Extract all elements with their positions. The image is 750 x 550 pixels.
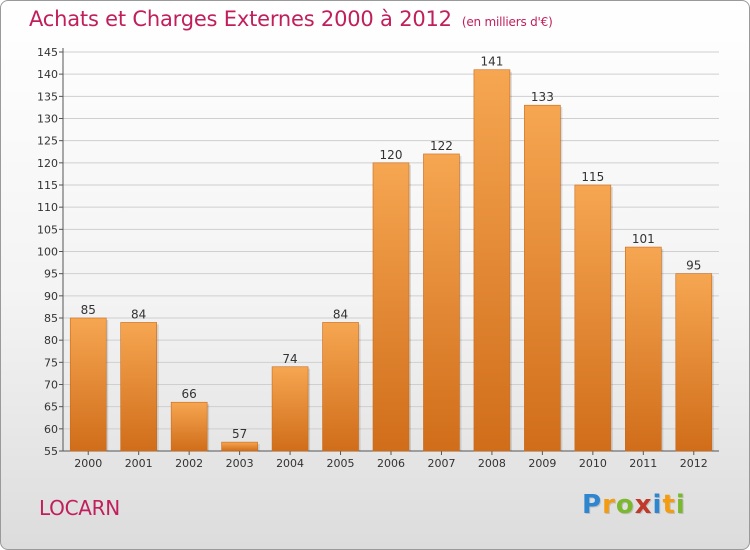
bar — [372, 162, 410, 452]
x-tick-label: 2006 — [377, 457, 405, 470]
bars — [69, 69, 714, 452]
data-label: 95 — [686, 259, 701, 273]
commune-name: LOCARN — [39, 496, 120, 520]
x-tick-label: 2011 — [629, 457, 657, 470]
x-tick-label: 2001 — [125, 457, 153, 470]
y-tick-label: 95 — [44, 268, 58, 281]
bar — [675, 273, 713, 452]
x-tick-label: 2008 — [478, 457, 506, 470]
data-label: 84 — [131, 307, 146, 321]
y-tick-label: 55 — [44, 445, 58, 458]
x-tick-label: 2002 — [175, 457, 203, 470]
bar — [221, 441, 258, 452]
y-tick-label: 60 — [44, 423, 58, 436]
chart-unit: (en milliers d'€) — [461, 15, 553, 29]
data-label: 133 — [531, 90, 554, 104]
x-tick-label: 2012 — [680, 457, 708, 470]
x-tick-label: 2009 — [528, 457, 556, 470]
y-tick-label: 75 — [44, 356, 58, 369]
y-tick-label: 130 — [37, 113, 58, 126]
y-tick-label: 120 — [37, 157, 58, 170]
bar — [524, 104, 561, 452]
chart-title: Achats et Charges Externes 2000 à 2012 (e… — [29, 7, 553, 31]
x-tick-label: 2010 — [579, 457, 607, 470]
x-tick-label: 2000 — [74, 457, 102, 470]
x-tick-label: 2007 — [427, 457, 455, 470]
logo-letter: t — [662, 490, 676, 520]
proxiti-logo: Proxiti — [582, 490, 686, 520]
logo-letter: o — [615, 490, 635, 520]
y-tick-label: 85 — [44, 312, 58, 325]
y-tick-label: 135 — [37, 90, 58, 103]
bar — [574, 184, 612, 452]
logo-letter: x — [634, 490, 653, 520]
y-tick-label: 90 — [44, 290, 58, 303]
y-tick-label: 65 — [44, 401, 58, 414]
bar — [322, 322, 359, 452]
logo-letter: i — [652, 490, 663, 520]
logo-letter: P — [582, 490, 603, 520]
y-tick-label: 115 — [37, 179, 58, 192]
y-tick-label: 105 — [37, 223, 58, 236]
x-tick-label: 2004 — [276, 457, 304, 470]
logo-letter: i — [675, 490, 686, 520]
data-label: 74 — [282, 352, 297, 366]
logo-letter: r — [602, 490, 616, 520]
data-label: 122 — [430, 139, 453, 153]
data-label: 141 — [480, 55, 503, 69]
bar — [271, 366, 309, 452]
data-label: 101 — [632, 232, 655, 246]
y-tick-label: 145 — [37, 46, 58, 59]
data-label: 120 — [380, 148, 403, 162]
bar — [625, 246, 662, 452]
bar — [120, 322, 157, 452]
data-label: 115 — [581, 170, 604, 184]
y-tick-label: 110 — [37, 201, 58, 214]
data-label: 57 — [232, 427, 247, 441]
y-tick-label: 100 — [37, 246, 58, 259]
bar — [69, 317, 107, 452]
y-tick-label: 70 — [44, 379, 58, 392]
data-label: 66 — [182, 387, 197, 401]
x-tick-label: 2005 — [327, 457, 355, 470]
data-label: 85 — [81, 303, 96, 317]
bar — [423, 153, 460, 452]
y-tick-label: 125 — [37, 135, 58, 148]
bar — [473, 69, 511, 452]
chart-title-text: Achats et Charges Externes 2000 à 2012 — [29, 7, 452, 31]
y-tick-label: 80 — [44, 334, 58, 347]
x-tick-label: 2003 — [226, 457, 254, 470]
labels: 55 60 65 70 75 80 85 90 95 100 105 110 115 120 125 130 1… — [37, 46, 708, 470]
y-tick-label: 140 — [37, 68, 58, 81]
data-label: 84 — [333, 307, 348, 321]
bar — [170, 401, 208, 452]
